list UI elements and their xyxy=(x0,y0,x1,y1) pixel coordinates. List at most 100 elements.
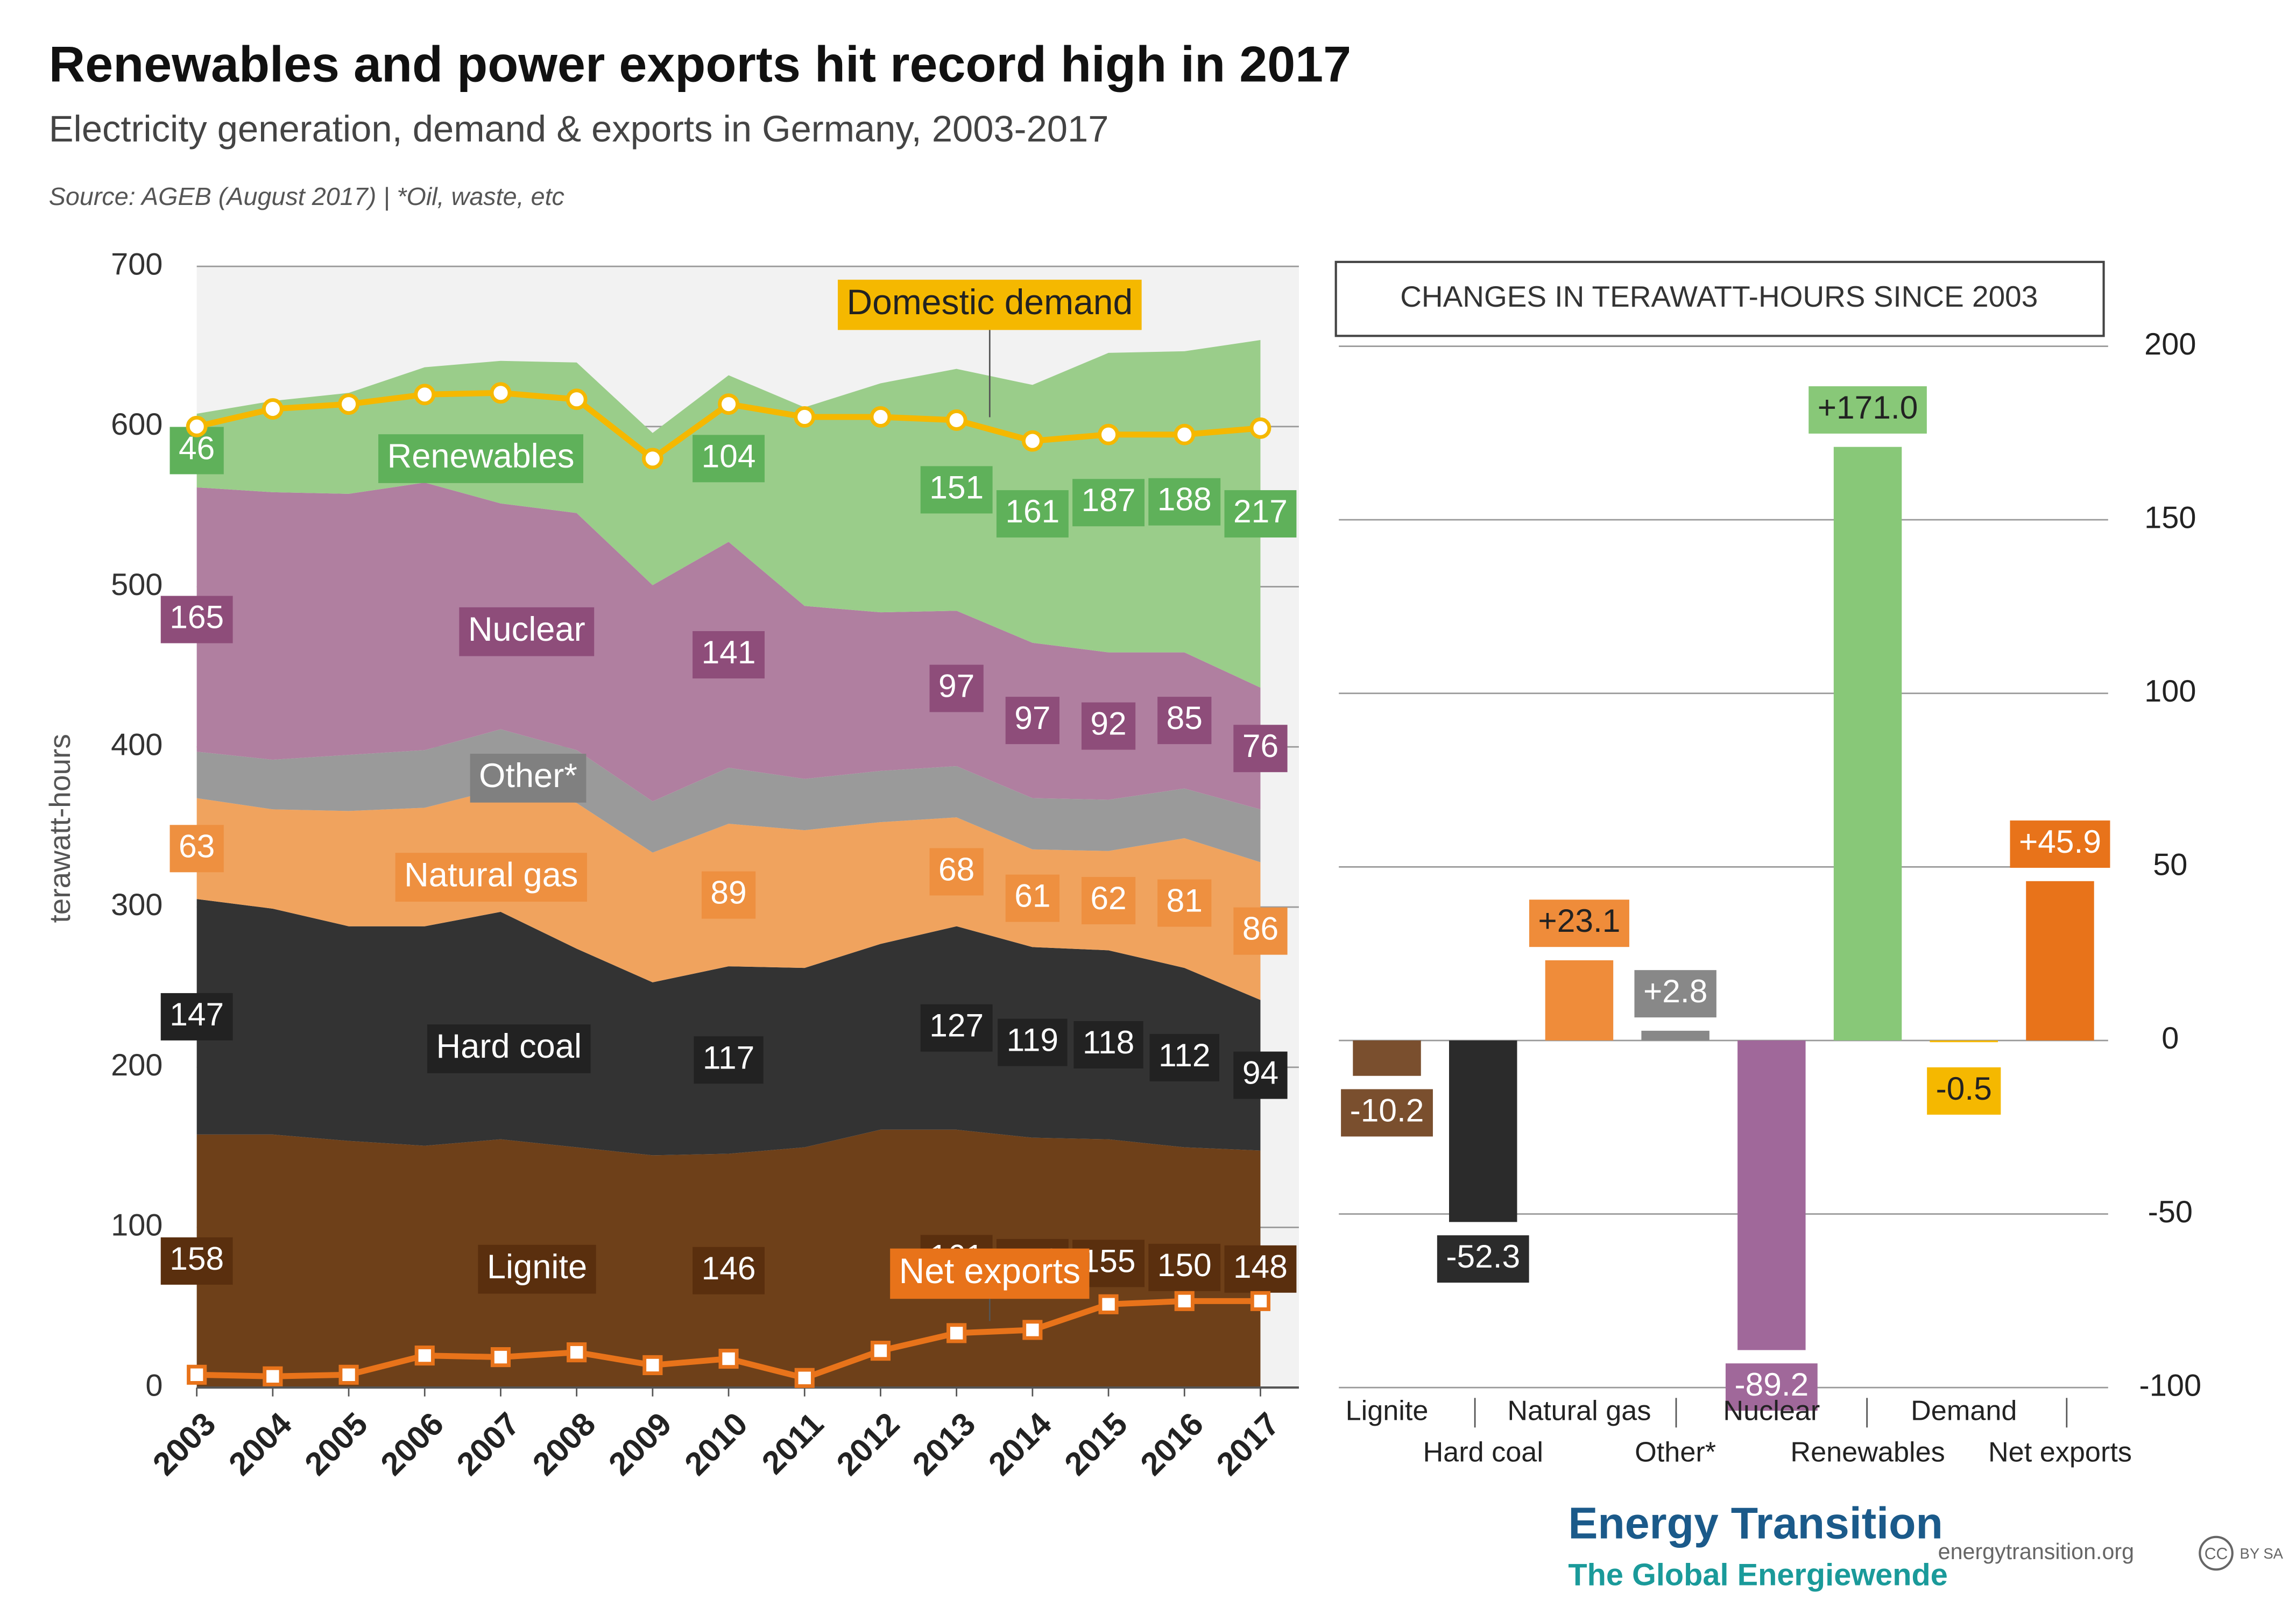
value-label-box xyxy=(693,631,765,679)
value-label-box xyxy=(1634,970,1716,1018)
x-tick-label: Demand xyxy=(1911,1396,2017,1427)
series-label-box xyxy=(378,434,583,483)
source-note: Source: AGEB (August 2017) | *Oil, waste… xyxy=(49,182,564,210)
bar xyxy=(1449,1040,1517,1222)
value-label-box xyxy=(1081,877,1136,925)
y-tick-label: 500 xyxy=(111,568,163,602)
value-label: +171.0 xyxy=(1818,389,1918,426)
panel-title: CHANGES IN TERAWATT-HOURS SINCE 2003 xyxy=(1400,280,2038,313)
marker xyxy=(945,409,967,431)
marker xyxy=(262,398,284,420)
category-separators xyxy=(1474,1398,2068,1428)
value-label-box xyxy=(1529,900,1629,947)
value-label: +23.1 xyxy=(1538,902,1620,939)
x-tick-label: Natural gas xyxy=(1507,1396,1651,1427)
url: energytransition.org xyxy=(1938,1539,2134,1564)
marker xyxy=(641,448,663,470)
value-label: 165 xyxy=(169,599,224,635)
area xyxy=(196,729,1261,862)
value-label-box xyxy=(1148,478,1221,526)
marker xyxy=(338,393,359,415)
value-label: 94 xyxy=(1242,1054,1278,1091)
value-label-box xyxy=(1725,1363,1818,1411)
value-label: 97 xyxy=(938,668,974,704)
value-label-box xyxy=(929,848,984,896)
y-tick-label: 300 xyxy=(111,888,163,922)
marker xyxy=(567,1342,587,1363)
bar xyxy=(1833,447,1902,1040)
value-label-box xyxy=(1341,1089,1433,1137)
value-label-box xyxy=(1927,1067,2001,1115)
x-tick-label: Renewables xyxy=(1790,1437,1945,1468)
y-tick-label: 400 xyxy=(111,728,163,762)
value-label: 151 xyxy=(929,469,984,505)
value-label-box xyxy=(1148,1243,1221,1291)
marker xyxy=(870,1341,891,1361)
value-label-box xyxy=(2010,820,2110,868)
value-label-box xyxy=(1157,697,1212,745)
x-tick-label: Nuclear xyxy=(1723,1396,1820,1427)
series-label: Other* xyxy=(479,757,577,795)
marker xyxy=(1098,423,1119,445)
marker xyxy=(718,1348,739,1369)
value-label-box xyxy=(920,466,993,514)
series-label-box xyxy=(470,754,587,803)
x-tick-label: Lignite xyxy=(1346,1396,1429,1427)
marker xyxy=(870,406,892,428)
value-label: 117 xyxy=(703,1039,754,1075)
value-label-box xyxy=(1437,1235,1529,1283)
marker xyxy=(642,1355,663,1376)
marker xyxy=(1250,1291,1271,1311)
marker xyxy=(566,388,588,410)
marker xyxy=(414,1346,435,1366)
y-tick-label: 0 xyxy=(2161,1021,2179,1056)
y-tick-label: -50 xyxy=(2148,1195,2193,1229)
marker xyxy=(718,393,739,415)
value-label: 146 xyxy=(702,1250,756,1286)
marker xyxy=(414,384,436,406)
value-label: 147 xyxy=(169,996,224,1032)
title: Renewables and power exports hit record … xyxy=(49,36,1351,92)
marker xyxy=(186,415,208,437)
series-label-box xyxy=(427,1024,591,1073)
marker xyxy=(946,1323,967,1343)
series-label: Lignite xyxy=(487,1248,587,1286)
bar xyxy=(1930,1040,1998,1043)
marker xyxy=(1174,1291,1195,1311)
value-label-box xyxy=(160,1237,233,1285)
marker xyxy=(187,1364,207,1385)
value-label-box xyxy=(920,1004,993,1052)
value-label: 188 xyxy=(1157,481,1212,518)
value-label-box xyxy=(1072,479,1145,527)
value-label: 127 xyxy=(929,1007,984,1044)
bar xyxy=(1641,1030,1709,1040)
series-label: Renewables xyxy=(387,437,575,475)
marker xyxy=(1021,430,1043,452)
value-label-box xyxy=(1808,386,1927,434)
value-label-box xyxy=(1149,1033,1219,1081)
value-label-box xyxy=(1073,1021,1143,1068)
bar xyxy=(1353,1040,1421,1076)
series-label-box xyxy=(395,853,587,902)
value-label: -10.2 xyxy=(1350,1092,1424,1128)
value-label: -52.3 xyxy=(1446,1238,1520,1275)
marker xyxy=(1022,1320,1043,1340)
y-tick-label: 600 xyxy=(111,407,163,442)
y-tick-label: 200 xyxy=(2144,327,2196,362)
value-label: 141 xyxy=(702,634,756,670)
y-tick-label: 700 xyxy=(111,247,163,281)
value-label: 97 xyxy=(1014,699,1050,736)
marker xyxy=(1249,417,1271,439)
x-tick-label: Hard coal xyxy=(1423,1437,1543,1468)
bar xyxy=(1737,1040,1806,1350)
bar xyxy=(2026,881,2094,1040)
series-label: Nuclear xyxy=(468,611,585,648)
x-tick-label: Net exports xyxy=(1988,1437,2132,1468)
marker xyxy=(1174,423,1196,445)
value-label: +2.8 xyxy=(1643,973,1707,1009)
value-label: 92 xyxy=(1090,705,1126,742)
y-tick-label: -100 xyxy=(2139,1368,2202,1403)
value-label-box xyxy=(1224,490,1297,538)
